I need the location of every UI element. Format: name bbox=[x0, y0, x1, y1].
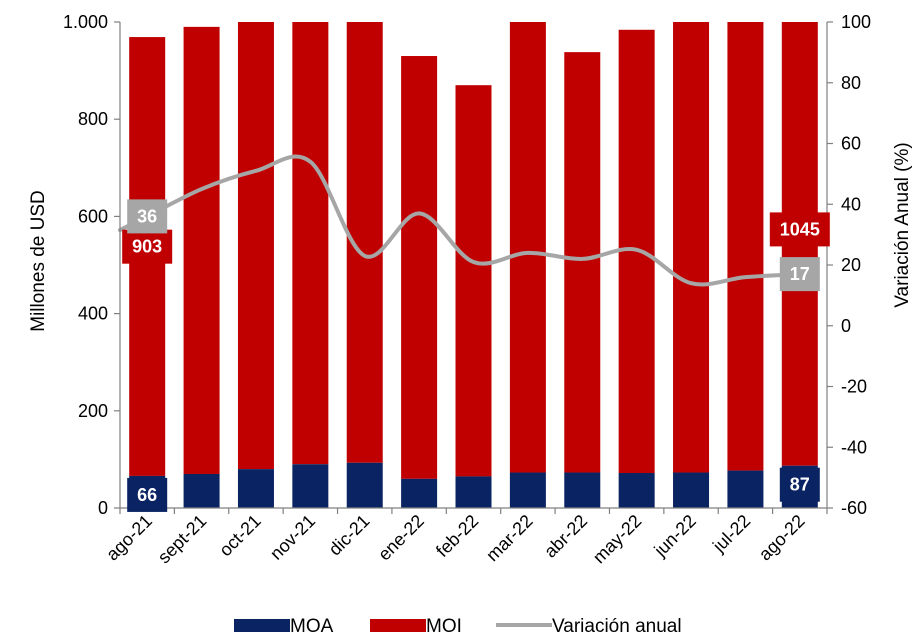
data-label-box bbox=[127, 199, 168, 234]
bar-moa-abr-22 bbox=[564, 472, 601, 508]
bar-moa-jun-22 bbox=[673, 472, 710, 508]
data-label: 903 bbox=[132, 237, 162, 257]
x-tick-label: sept-21 bbox=[154, 511, 211, 568]
y2-tick-label: 60 bbox=[841, 134, 861, 154]
bar-moi-jun-22 bbox=[673, 22, 710, 473]
x-tick-label: ago-22 bbox=[755, 511, 809, 565]
data-label: 36 bbox=[137, 206, 157, 226]
bar-moi-feb-22 bbox=[455, 85, 492, 477]
y-axis-title: Millones de USD bbox=[28, 190, 49, 332]
x-tick-label: jun-22 bbox=[650, 511, 700, 561]
bar-moa-sept-21 bbox=[183, 473, 220, 508]
legend-swatch-moa bbox=[234, 619, 290, 632]
y2-tick-label: -60 bbox=[841, 498, 867, 518]
x-tick-label: jul-22 bbox=[708, 511, 754, 557]
y-tick-label: 1.000 bbox=[63, 12, 108, 32]
data-label-box bbox=[122, 229, 173, 264]
y2-tick-label: 40 bbox=[841, 194, 861, 214]
data-label-box bbox=[779, 257, 820, 292]
legend-label-moa: MOA bbox=[290, 616, 334, 637]
series-line-variacion-anual bbox=[118, 154, 802, 287]
x-tick-label: ene-22 bbox=[374, 511, 428, 565]
bars-layer bbox=[129, 22, 818, 508]
y-tick-label: 200 bbox=[78, 401, 108, 421]
bar-moi-oct-21 bbox=[237, 22, 274, 470]
data-label-box bbox=[127, 477, 168, 512]
data-label: 66 bbox=[137, 485, 157, 505]
y2-tick-label: -20 bbox=[841, 377, 867, 397]
y-tick-label: 0 bbox=[98, 498, 108, 518]
bar-moa-feb-22 bbox=[455, 476, 492, 508]
x-tick-label: mar-22 bbox=[482, 511, 536, 565]
legend-label-moi: MOI bbox=[426, 616, 462, 637]
bar-moa-ene-22 bbox=[401, 478, 438, 508]
x-tick-label: abr-22 bbox=[540, 511, 591, 562]
y2-tick-label: 80 bbox=[841, 73, 861, 93]
data-label: 1045 bbox=[780, 219, 820, 239]
data-label: 87 bbox=[790, 475, 810, 495]
y2-tick-label: -40 bbox=[841, 437, 867, 457]
bar-moi-abr-22 bbox=[564, 52, 601, 473]
bar-moa-mar-22 bbox=[509, 472, 546, 508]
y2-tick-label: 100 bbox=[841, 12, 871, 32]
y-tick-label: 800 bbox=[78, 109, 108, 129]
bar-moa-oct-21 bbox=[237, 469, 274, 508]
legend-swatch-moi bbox=[370, 619, 426, 632]
bar-moa-dic-21 bbox=[346, 462, 383, 508]
data-label-box bbox=[769, 212, 830, 247]
bar-moa-may-22 bbox=[618, 473, 655, 508]
x-tick-label: nov-21 bbox=[266, 511, 319, 564]
bar-moa-jul-22 bbox=[727, 470, 764, 508]
bar-moa-nov-21 bbox=[292, 464, 329, 508]
legend-label-variacion: Variación anual bbox=[552, 616, 682, 637]
x-tick-label: ago-21 bbox=[102, 511, 156, 565]
data-label-box bbox=[779, 467, 820, 502]
line-layer bbox=[118, 154, 802, 287]
y2-axis-title: Variación Anual (%) bbox=[892, 142, 913, 307]
y-tick-label: 400 bbox=[78, 304, 108, 324]
y2-tick-label: 20 bbox=[841, 255, 861, 275]
x-tick-label: oct-21 bbox=[215, 511, 265, 561]
y2-tick-label: 0 bbox=[841, 316, 851, 336]
y-tick-label: 600 bbox=[78, 206, 108, 226]
bar-moi-nov-21 bbox=[292, 22, 329, 465]
data-labels-layer: 66 87 903 1045 36 17 bbox=[122, 199, 830, 512]
legend: MOA MOI Variación anual bbox=[234, 616, 682, 637]
bar-moi-sept-21 bbox=[183, 26, 220, 474]
bar-moi-mar-22 bbox=[509, 22, 546, 473]
x-tick-label: dic-21 bbox=[325, 511, 374, 560]
bar-moi-ene-22 bbox=[401, 56, 438, 479]
x-tick-label: may-22 bbox=[589, 511, 646, 568]
data-label: 17 bbox=[790, 264, 810, 284]
x-tick-label: feb-22 bbox=[432, 511, 482, 561]
bar-moi-jul-22 bbox=[727, 22, 764, 471]
